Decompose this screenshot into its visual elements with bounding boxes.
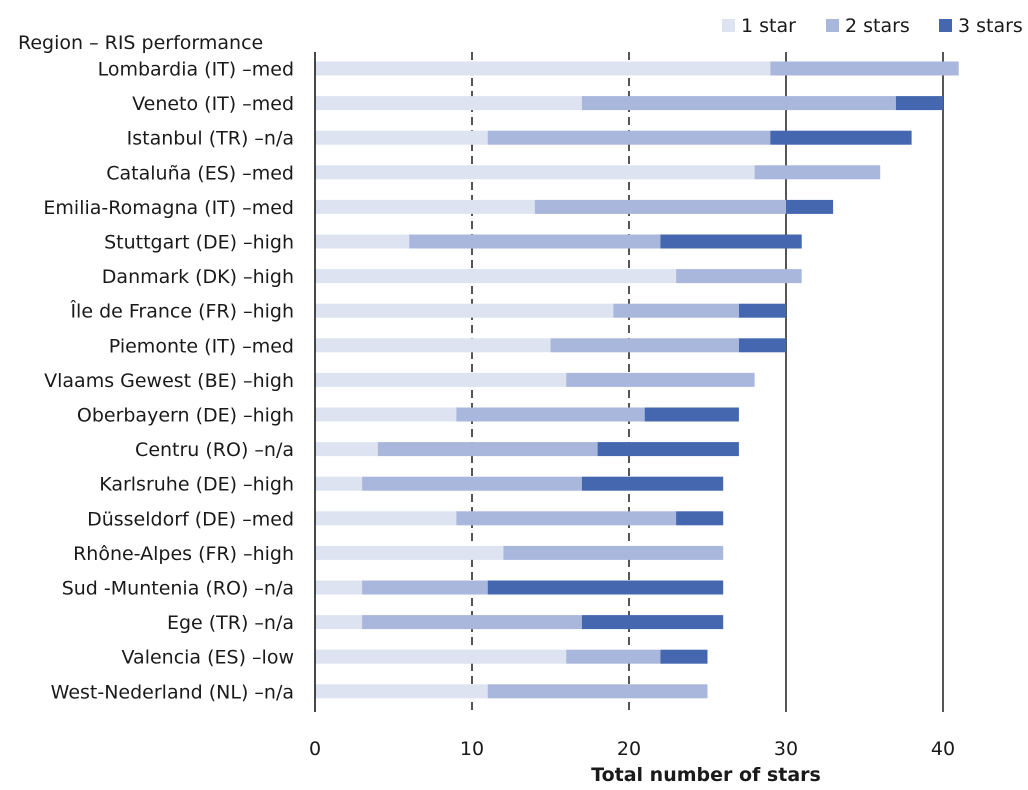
x-axis-title: Total number of stars (591, 764, 821, 786)
bar-segment-1-row-10 (315, 372, 567, 387)
chart-legend: 1 star 2 stars 3 stars (722, 15, 1023, 37)
legend-label: 1 star (741, 15, 796, 37)
bar-segment-2-row-19 (487, 684, 708, 699)
bar-segment-2-row-6 (409, 234, 661, 249)
bar-segment-1-row-18 (315, 649, 567, 664)
category-label: West-Nederland (NL) –n/a (51, 681, 294, 703)
bar-segment-3-row-18 (660, 649, 708, 664)
category-label: Centru (RO) –n/a (135, 439, 294, 461)
bar-segment-2-row-5 (534, 199, 786, 214)
category-label: Danmark (DK) –high (102, 266, 294, 288)
category-label: Stuttgart (DE) –high (104, 232, 294, 254)
bar-segment-1-row-11 (315, 407, 457, 422)
bars-layer (315, 61, 959, 699)
x-tick-label: 0 (309, 738, 321, 760)
bar-segment-2-row-7 (676, 269, 802, 284)
bar-segment-1-row-12 (315, 442, 378, 457)
category-header: Region – RIS performance (18, 32, 263, 54)
category-label: Karlsruhe (DE) –high (99, 474, 294, 496)
category-label: Île de France (FR) –high (69, 300, 294, 323)
legend-label: 2 stars (845, 15, 910, 37)
category-label: Cataluña (ES) –med (106, 162, 294, 184)
category-label: Düsseldorf (DE) –med (87, 508, 294, 530)
bar-segment-1-row-6 (315, 234, 410, 249)
category-label: Lombardia (IT) –med (98, 59, 294, 81)
bar-segment-2-row-10 (566, 372, 755, 387)
category-label: Sud -Muntenia (RO) –n/a (62, 578, 294, 600)
bar-segment-3-row-16 (487, 580, 724, 595)
bar-segment-2-row-12 (377, 442, 598, 457)
category-label: Veneto (IT) –med (132, 93, 294, 115)
bar-segment-3-row-9 (738, 338, 786, 353)
bar-segment-1-row-16 (315, 580, 363, 595)
bar-segment-1-row-2 (315, 96, 582, 111)
bar-segment-3-row-14 (676, 511, 724, 526)
bar-segment-1-row-14 (315, 511, 457, 526)
bar-segment-1-row-13 (315, 476, 363, 491)
bar-segment-3-row-12 (597, 442, 739, 457)
bar-segment-2-row-17 (362, 615, 582, 630)
x-tick-label: 20 (617, 738, 641, 760)
bar-segment-2-row-8 (613, 303, 739, 318)
bar-segment-3-row-2 (895, 96, 943, 111)
bar-segment-3-row-3 (770, 130, 912, 145)
bar-segment-2-row-2 (581, 96, 896, 111)
bar-segment-3-row-11 (644, 407, 739, 422)
category-label: Istanbul (TR) –n/a (127, 128, 294, 150)
bar-segment-2-row-15 (503, 545, 724, 560)
category-label: Oberbayern (DE) –high (77, 405, 294, 427)
bar-segment-3-row-6 (660, 234, 802, 249)
axis-layer: Lombardia (IT) –med Veneto (IT) –med Istan… (43, 52, 955, 760)
bar-segment-3-row-13 (581, 476, 724, 491)
category-label: Rhône-Alpes (FR) –high (73, 543, 294, 565)
category-label: Vlaams Gewest (BE) –high (44, 370, 294, 392)
bar-segment-2-row-3 (487, 130, 771, 145)
bar-segment-2-row-9 (550, 338, 739, 353)
x-tick-label: 30 (774, 738, 798, 760)
bar-segment-1-row-9 (315, 338, 551, 353)
bar-segment-3-row-17 (581, 615, 724, 630)
x-tick-label: 10 (460, 738, 484, 760)
bar-segment-1-row-17 (315, 615, 363, 630)
x-tick-label: 40 (931, 738, 955, 760)
legend-swatch (939, 19, 952, 32)
bar-segment-3-row-8 (738, 303, 786, 318)
bar-segment-2-row-16 (362, 580, 488, 595)
category-label: Ege (TR) –n/a (167, 612, 294, 634)
bar-segment-1-row-3 (315, 130, 488, 145)
legend-swatch (826, 19, 839, 32)
bar-segment-1-row-7 (315, 269, 677, 284)
bar-segment-2-row-18 (566, 649, 661, 664)
bar-segment-1-row-19 (315, 684, 488, 699)
bar-segment-1-row-8 (315, 303, 614, 318)
bar-segment-2-row-1 (770, 61, 959, 76)
category-label: Piemonte (IT) –med (109, 335, 294, 357)
bar-segment-1-row-15 (315, 545, 504, 560)
bar-segment-1-row-4 (315, 165, 755, 180)
category-label: Emilia-Romagna (IT) –med (43, 197, 294, 219)
legend-label: 3 stars (958, 15, 1023, 37)
bar-segment-1-row-5 (315, 199, 535, 214)
category-label: Valencia (ES) –low (122, 647, 294, 669)
bar-segment-2-row-4 (754, 165, 881, 180)
bar-segment-2-row-13 (362, 476, 582, 491)
legend-swatch (722, 19, 735, 32)
bar-segment-2-row-11 (456, 407, 645, 422)
bar-segment-2-row-14 (456, 511, 677, 526)
bar-segment-3-row-5 (786, 199, 834, 214)
bar-segment-1-row-1 (315, 61, 771, 76)
